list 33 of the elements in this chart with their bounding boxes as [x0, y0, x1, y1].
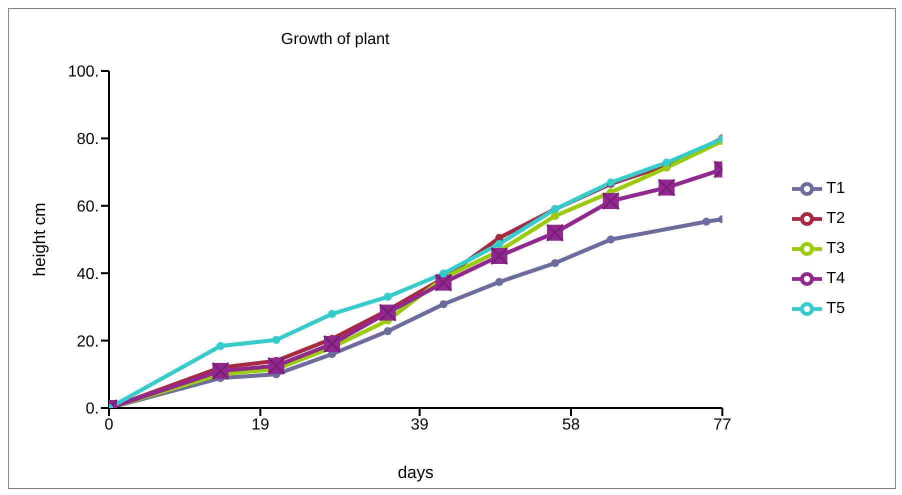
point — [702, 218, 710, 226]
x-tick-label: 39 — [410, 416, 429, 434]
x-tick-label: 58 — [562, 416, 580, 434]
y-tick-label: 20. — [76, 333, 99, 350]
point — [662, 158, 671, 167]
chart-title: Growth of plant — [281, 31, 390, 49]
y-tick-label: 60. — [76, 198, 99, 216]
x-tick-label: 19 — [251, 416, 270, 434]
point — [495, 240, 504, 248]
y-tick-label: 100. — [68, 64, 99, 81]
point — [551, 259, 560, 268]
point — [495, 278, 504, 286]
legend-label: T4 — [826, 270, 845, 287]
y-tick-label: 0. — [86, 400, 99, 418]
x-tick-label: 0 — [104, 416, 114, 434]
point — [440, 270, 448, 278]
point — [384, 292, 392, 301]
x-axis-title: days — [398, 463, 434, 482]
point — [328, 310, 336, 318]
legend-label: T1 — [826, 180, 845, 197]
y-axis-title: height cm — [30, 202, 50, 276]
legend-label: T5 — [826, 300, 845, 317]
y-tick-label: 40. — [76, 266, 99, 283]
y-tick-label: 80. — [76, 131, 99, 148]
legend-label: T2 — [826, 210, 845, 227]
point — [606, 236, 615, 244]
point — [216, 342, 225, 350]
point — [551, 212, 560, 220]
legend-label: T3 — [826, 240, 845, 257]
x-tick-label: 77 — [713, 416, 732, 434]
point — [384, 327, 392, 336]
point — [440, 300, 448, 308]
point — [272, 336, 280, 344]
